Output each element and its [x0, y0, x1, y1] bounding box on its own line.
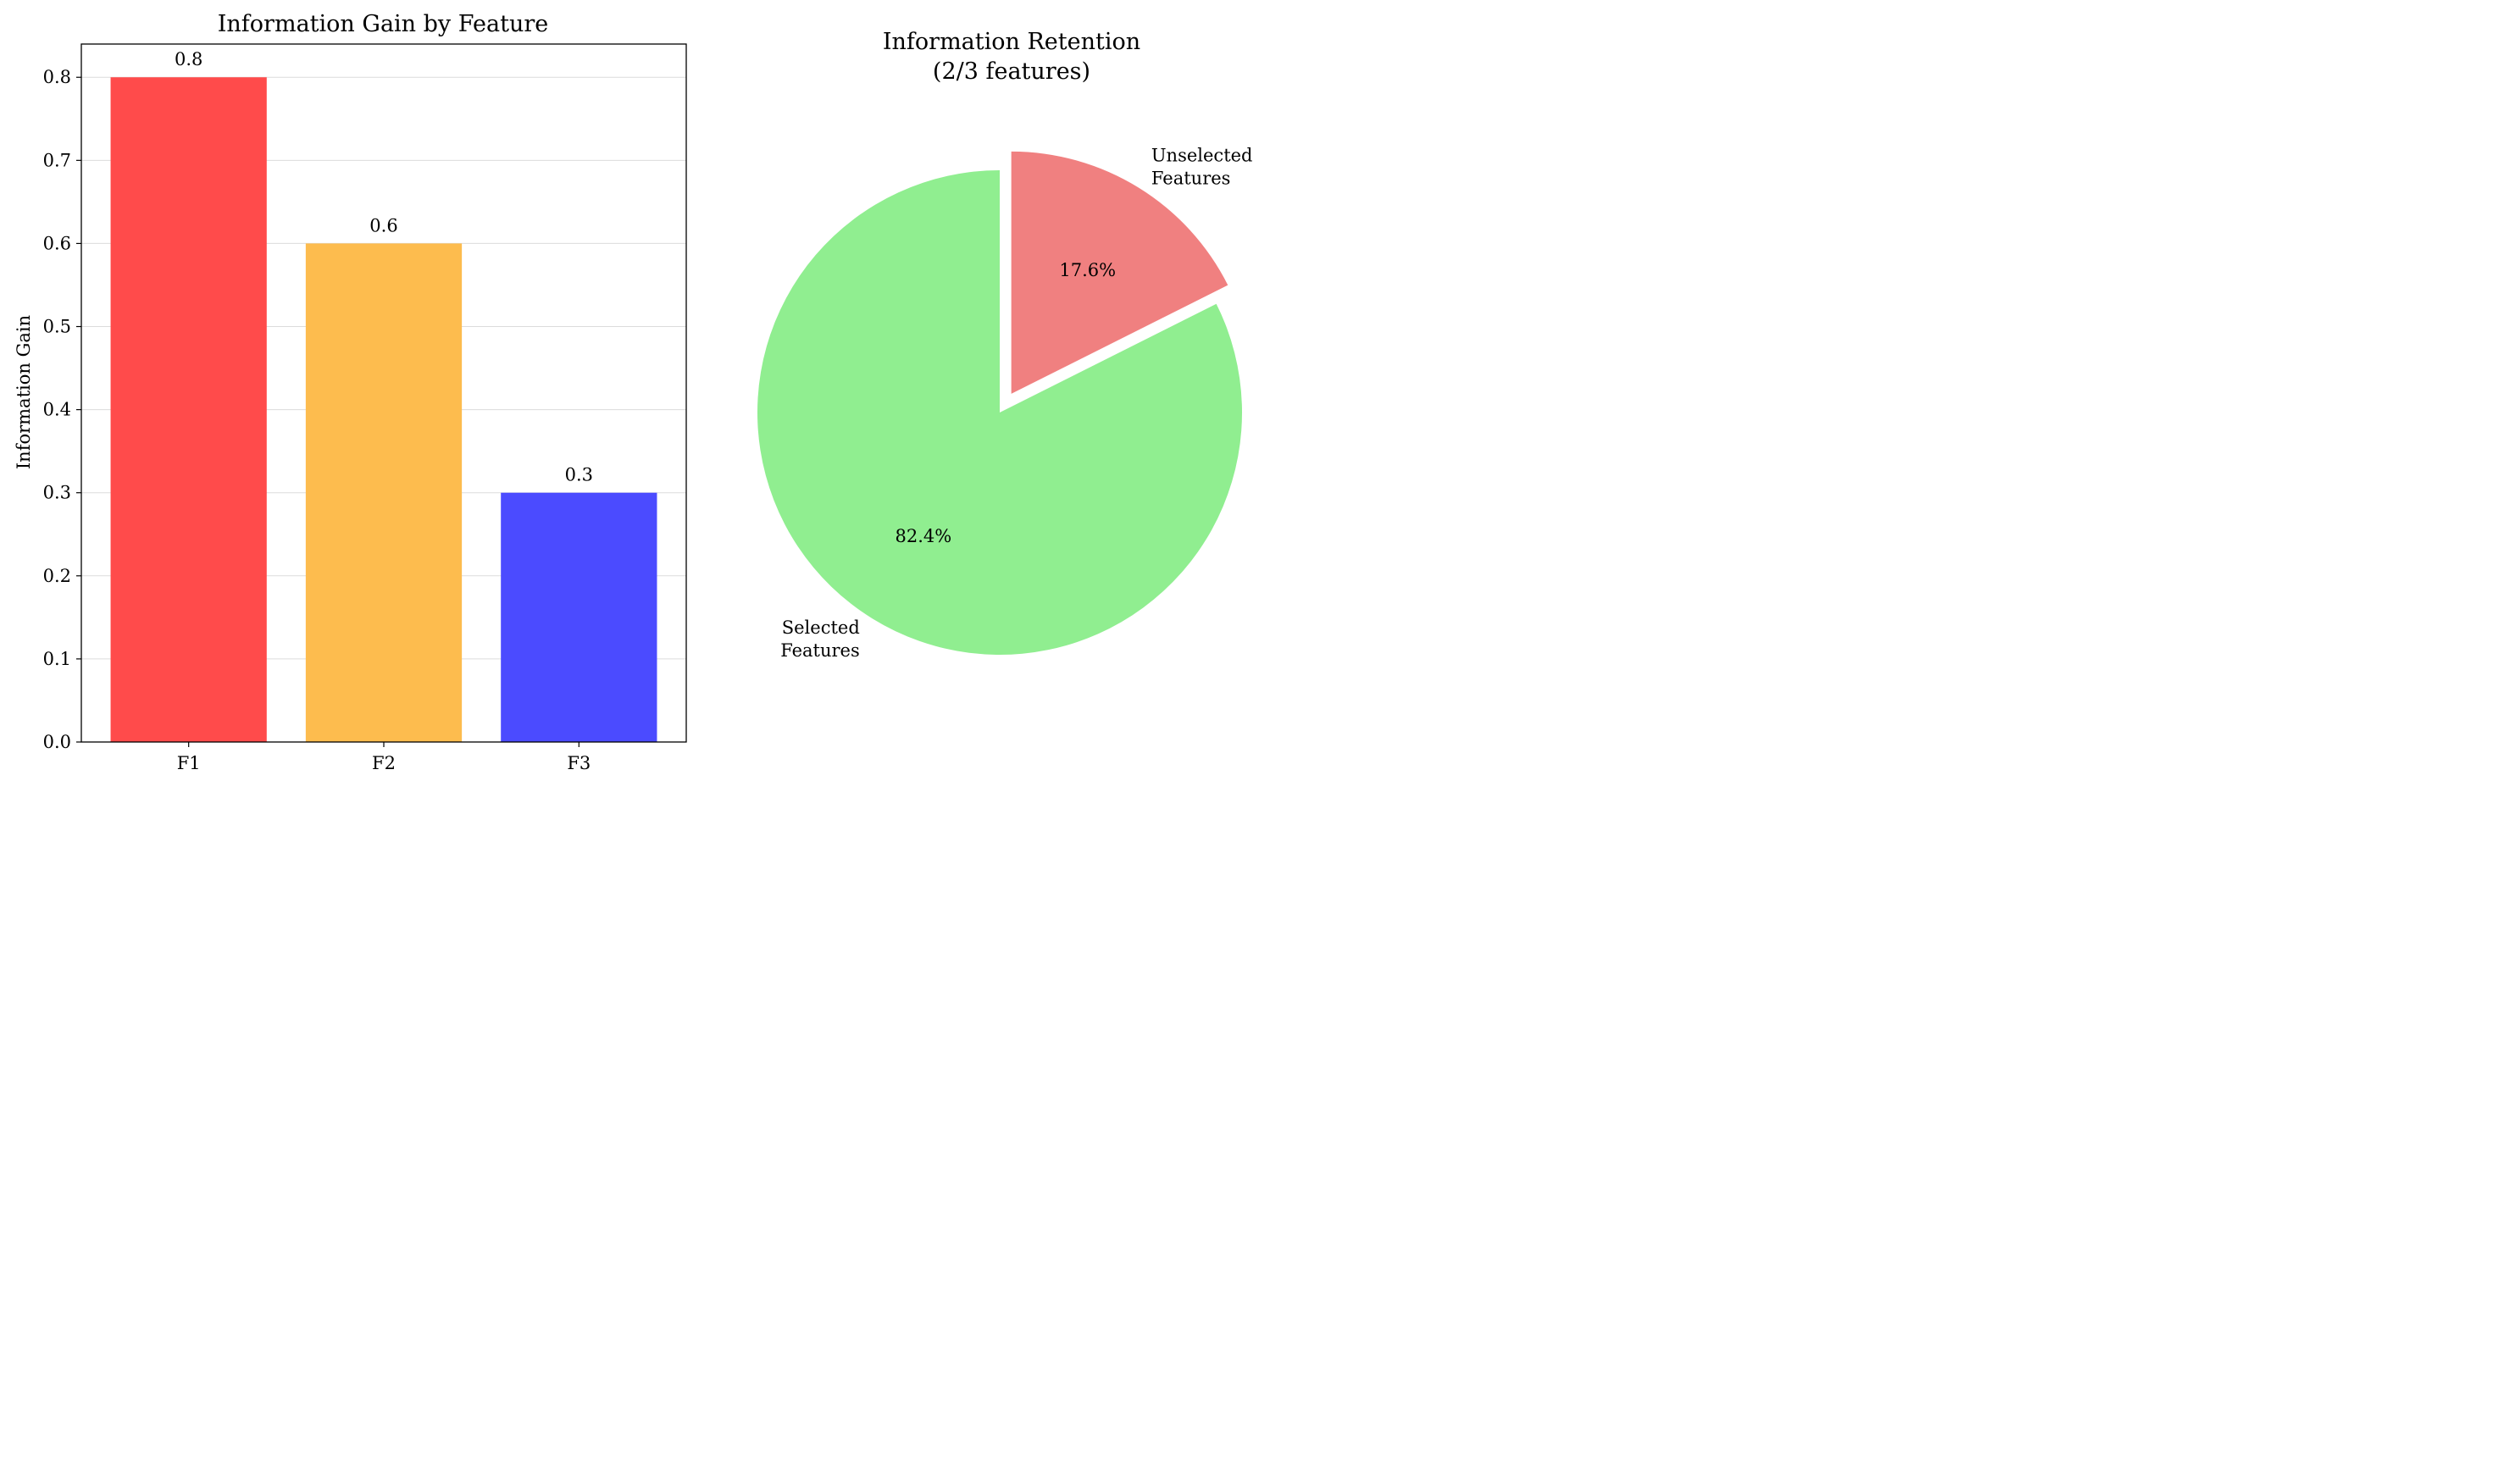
pie-category-label: Selected	[782, 617, 860, 638]
pie-chart-panel: Information Retention (2/3 features) 17.…	[757, 29, 1253, 661]
y-tick-label: 0.1	[43, 649, 71, 669]
bar-value-label: 0.6	[369, 215, 397, 235]
y-tick-label: 0.4	[43, 400, 71, 420]
x-tick-label: F3	[567, 753, 591, 773]
bar-chart-panel: Information Gain by Feature 0.8 0.6 0.3 0.…	[14, 11, 687, 773]
bar-value-label: 0.3	[565, 465, 593, 485]
y-tick-label: 0.8	[43, 67, 71, 87]
pie-chart-labels: 17.6%UnselectedFeatures82.4%SelectedFeat…	[780, 146, 1252, 662]
pie-chart-title-line-1: Information Retention	[883, 29, 1140, 55]
pie-percent-label: 17.6%	[1059, 260, 1116, 280]
bar-chart-y-axis-label: Information Gain	[14, 315, 34, 469]
y-tick-label: 0.7	[43, 150, 71, 170]
pie-chart-slices	[757, 151, 1243, 655]
pie-category-label: Unselected	[1151, 146, 1253, 166]
figure: Information Gain by Feature 0.8 0.6 0.3 0.…	[0, 0, 1312, 789]
x-tick-label: F2	[372, 753, 396, 773]
bar-value-labels: 0.8 0.6 0.3	[175, 49, 593, 485]
y-tick-label: 0.3	[43, 483, 71, 503]
bar-value-label: 0.8	[175, 49, 202, 69]
bar-f1	[110, 77, 267, 742]
bar-chart-bars	[110, 77, 657, 742]
y-tick-label: 0.5	[43, 317, 71, 337]
bar-chart-y-ticks: 0.0 0.1 0.2 0.3 0.4 0.5 0.6 0.7 0.8	[43, 67, 81, 752]
y-tick-label: 0.0	[43, 732, 71, 752]
y-tick-label: 0.6	[43, 233, 71, 253]
pie-chart-title-line-2: (2/3 features)	[933, 58, 1090, 85]
pie-slice-unselected-features	[1011, 151, 1228, 394]
bar-f3	[501, 492, 657, 742]
y-tick-label: 0.2	[43, 566, 71, 586]
x-tick-label: F1	[177, 753, 201, 773]
bar-chart-title: Information Gain by Feature	[218, 11, 548, 37]
pie-slice-selected-features	[757, 170, 1243, 655]
pie-percent-label: 82.4%	[896, 526, 952, 546]
bar-f2	[305, 243, 463, 742]
pie-category-label: Features	[1151, 169, 1231, 189]
pie-category-label: Features	[780, 640, 860, 661]
bar-chart-x-ticks: F1 F2 F3	[177, 742, 591, 773]
